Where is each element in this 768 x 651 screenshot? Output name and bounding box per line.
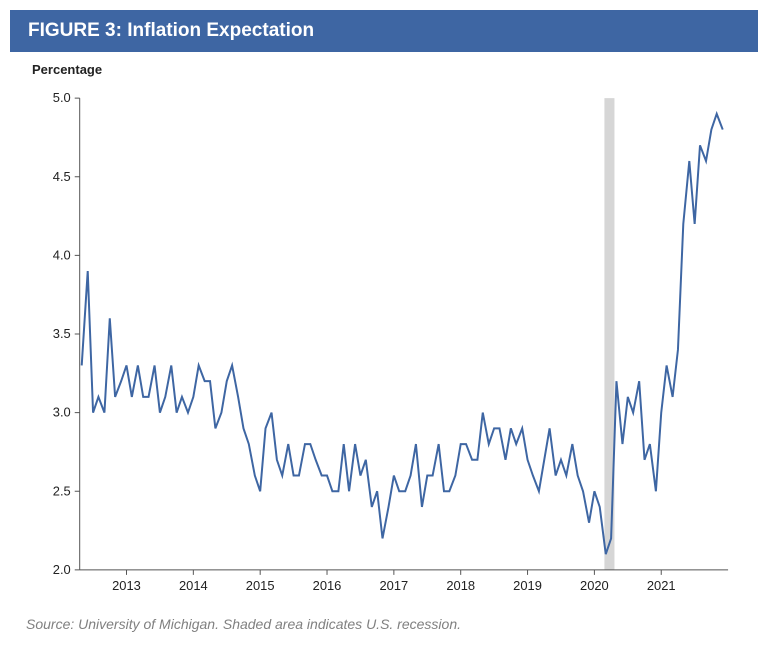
x-tick-label: 2015	[246, 578, 275, 593]
figure-title-bar: FIGURE 3: Inflation Expectation	[10, 10, 758, 52]
y-tick-label: 2.5	[53, 483, 71, 498]
x-tick-label: 2019	[513, 578, 542, 593]
y-tick-label: 5.0	[53, 90, 71, 105]
inflation-expectation-line	[82, 114, 723, 554]
x-tick-label: 2017	[379, 578, 408, 593]
y-tick-label: 4.0	[53, 247, 71, 262]
figure-container: FIGURE 3: Inflation Expectation Percenta…	[0, 0, 768, 651]
x-tick-label: 2013	[112, 578, 141, 593]
x-tick-label: 2016	[313, 578, 342, 593]
source-note: Source: University of Michigan. Shaded a…	[10, 612, 758, 642]
y-axis-title: Percentage	[32, 62, 102, 77]
x-tick-label: 2020	[580, 578, 609, 593]
figure-title: FIGURE 3: Inflation Expectation	[28, 20, 314, 41]
x-tick-label: 2018	[446, 578, 475, 593]
chart-area: Percentage 2.0 2.5 3.0 3.5 4.0 4.5 5.0 2013 2014…	[10, 52, 758, 612]
x-tick-label: 2021	[647, 578, 676, 593]
y-tick-label: 4.5	[53, 169, 71, 184]
x-tick-label: 2014	[179, 578, 208, 593]
line-chart: 2.0 2.5 3.0 3.5 4.0 4.5 5.0 2013 2014 2015 2016 201…	[26, 64, 742, 606]
y-tick-label: 3.0	[53, 405, 71, 420]
y-tick-label: 2.0	[53, 562, 71, 577]
y-tick-label: 3.5	[53, 326, 71, 341]
